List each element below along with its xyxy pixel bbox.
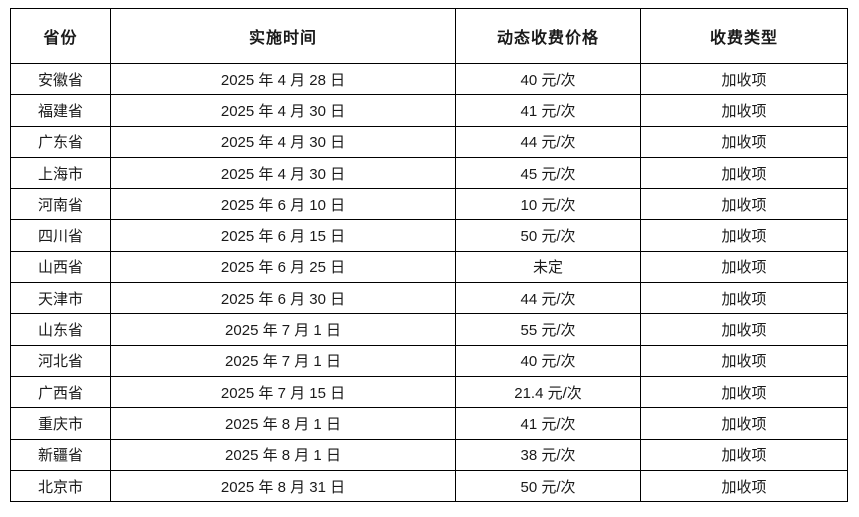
- table-row: 福建省 2025 年 4 月 30 日 41 元/次 加收项: [10, 94, 848, 127]
- table-header: 省份 实施时间 动态收费价格 收费类型: [10, 8, 848, 64]
- date-cell: 2025 年 6 月 30 日: [110, 282, 456, 315]
- price-cell: 未定: [455, 250, 641, 284]
- province-cell: 山西省: [10, 250, 111, 284]
- price-cell: 40 元/次: [455, 344, 641, 377]
- table-row: 山东省 2025 年 7 月 1 日 55 元/次 加收项: [10, 313, 848, 346]
- header-date: 实施时间: [110, 8, 456, 64]
- province-cell: 安徽省: [10, 62, 111, 96]
- province-cell: 山东省: [10, 313, 111, 346]
- table-row: 河南省 2025 年 6 月 10 日 10 元/次 加收项: [10, 188, 848, 221]
- table-row: 天津市 2025 年 6 月 30 日 44 元/次 加收项: [10, 282, 848, 315]
- fee-type-cell: 加收项: [640, 94, 848, 127]
- fee-type-cell: 加收项: [640, 407, 848, 440]
- date-cell: 2025 年 6 月 10 日: [110, 188, 456, 221]
- date-cell: 2025 年 6 月 15 日: [110, 219, 456, 252]
- table-row: 重庆市 2025 年 8 月 1 日 41 元/次 加收项: [10, 407, 848, 440]
- fee-type-cell: 加收项: [640, 156, 848, 190]
- province-cell: 广西省: [10, 375, 111, 409]
- fee-type-cell: 加收项: [640, 62, 848, 96]
- fee-type-cell: 加收项: [640, 125, 848, 158]
- table-row: 广西省 2025 年 7 月 15 日 21.4 元/次 加收项: [10, 375, 848, 409]
- price-cell: 21.4 元/次: [455, 375, 641, 409]
- province-cell: 广东省: [10, 125, 111, 158]
- table-body: 安徽省 2025 年 4 月 28 日 40 元/次 加收项 福建省 2025 …: [10, 62, 848, 503]
- table-row: 山西省 2025 年 6 月 25 日 未定 加收项: [10, 250, 848, 284]
- fee-type-cell: 加收项: [640, 282, 848, 315]
- header-province: 省份: [10, 8, 111, 64]
- province-cell: 上海市: [10, 156, 111, 190]
- fee-type-cell: 加收项: [640, 188, 848, 221]
- date-cell: 2025 年 7 月 1 日: [110, 313, 456, 346]
- fee-table: 省份 实施时间 动态收费价格 收费类型 安徽省 2025 年 4 月 28 日 …: [10, 8, 848, 503]
- table-row: 新疆省 2025 年 8 月 1 日 38 元/次 加收项: [10, 438, 848, 471]
- price-cell: 45 元/次: [455, 156, 641, 190]
- header-price: 动态收费价格: [455, 8, 641, 64]
- price-cell: 10 元/次: [455, 188, 641, 221]
- table-row: 广东省 2025 年 4 月 30 日 44 元/次 加收项: [10, 125, 848, 158]
- header-row: 省份 实施时间 动态收费价格 收费类型: [10, 8, 848, 64]
- province-cell: 河南省: [10, 188, 111, 221]
- fee-type-cell: 加收项: [640, 469, 848, 503]
- table-row: 上海市 2025 年 4 月 30 日 45 元/次 加收项: [10, 156, 848, 190]
- province-cell: 重庆市: [10, 407, 111, 440]
- header-fee-type: 收费类型: [640, 8, 848, 64]
- date-cell: 2025 年 8 月 31 日: [110, 469, 456, 503]
- date-cell: 2025 年 7 月 1 日: [110, 344, 456, 377]
- fee-type-cell: 加收项: [640, 438, 848, 471]
- fee-type-cell: 加收项: [640, 375, 848, 409]
- date-cell: 2025 年 4 月 30 日: [110, 156, 456, 190]
- date-cell: 2025 年 4 月 30 日: [110, 94, 456, 127]
- date-cell: 2025 年 4 月 28 日: [110, 62, 456, 96]
- price-cell: 50 元/次: [455, 469, 641, 503]
- price-cell: 44 元/次: [455, 125, 641, 158]
- table-row: 安徽省 2025 年 4 月 28 日 40 元/次 加收项: [10, 62, 848, 96]
- province-cell: 新疆省: [10, 438, 111, 471]
- price-cell: 44 元/次: [455, 282, 641, 315]
- province-cell: 北京市: [10, 469, 111, 503]
- price-cell: 50 元/次: [455, 219, 641, 252]
- province-cell: 天津市: [10, 282, 111, 315]
- fee-type-cell: 加收项: [640, 219, 848, 252]
- province-cell: 河北省: [10, 344, 111, 377]
- price-cell: 41 元/次: [455, 94, 641, 127]
- price-cell: 55 元/次: [455, 313, 641, 346]
- fee-type-cell: 加收项: [640, 250, 848, 284]
- price-cell: 38 元/次: [455, 438, 641, 471]
- fee-type-cell: 加收项: [640, 313, 848, 346]
- table-row: 四川省 2025 年 6 月 15 日 50 元/次 加收项: [10, 219, 848, 252]
- province-cell: 福建省: [10, 94, 111, 127]
- province-cell: 四川省: [10, 219, 111, 252]
- date-cell: 2025 年 6 月 25 日: [110, 250, 456, 284]
- date-cell: 2025 年 8 月 1 日: [110, 438, 456, 471]
- table-row: 河北省 2025 年 7 月 1 日 40 元/次 加收项: [10, 344, 848, 377]
- date-cell: 2025 年 7 月 15 日: [110, 375, 456, 409]
- price-cell: 40 元/次: [455, 62, 641, 96]
- table-row: 北京市 2025 年 8 月 31 日 50 元/次 加收项: [10, 469, 848, 503]
- date-cell: 2025 年 8 月 1 日: [110, 407, 456, 440]
- price-cell: 41 元/次: [455, 407, 641, 440]
- fee-type-cell: 加收项: [640, 344, 848, 377]
- date-cell: 2025 年 4 月 30 日: [110, 125, 456, 158]
